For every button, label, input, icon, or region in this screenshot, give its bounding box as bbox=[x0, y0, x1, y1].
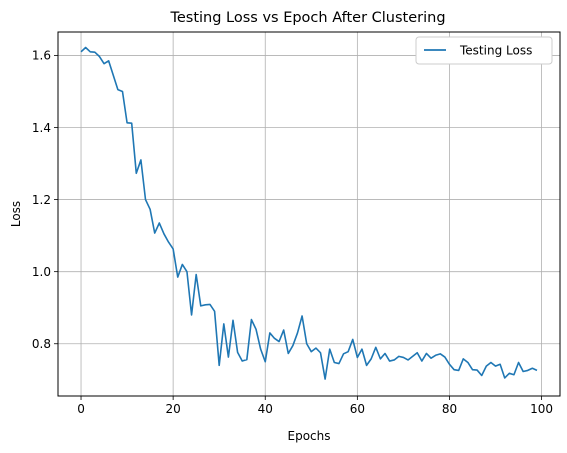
grid-lines bbox=[58, 32, 560, 396]
series-line-testing-loss bbox=[80, 46, 538, 380]
legend-label: Testing Loss bbox=[459, 44, 532, 58]
y-axis-label: Loss bbox=[9, 201, 23, 227]
y-tick-label: 1.2 bbox=[32, 193, 51, 207]
x-tick-label: 20 bbox=[165, 402, 180, 416]
legend-box bbox=[415, 36, 553, 65]
x-tick-label: 100 bbox=[530, 402, 553, 416]
x-tick-label: 80 bbox=[442, 402, 457, 416]
x-axis-label: Epochs bbox=[288, 429, 331, 443]
x-tick-label: 40 bbox=[258, 402, 273, 416]
y-tick-label: 1.4 bbox=[32, 121, 51, 135]
y-axis-ticks: 0.8 1.0 1.2 1.4 1.6 bbox=[32, 49, 58, 351]
y-tick-label: 0.8 bbox=[32, 337, 51, 351]
y-tick-label: 1.6 bbox=[32, 49, 51, 63]
x-tick-label: 60 bbox=[350, 402, 365, 416]
x-tick-label: 0 bbox=[77, 402, 85, 416]
x-axis-ticks: 0 20 40 60 80 100 bbox=[77, 396, 553, 416]
series-layer bbox=[80, 46, 538, 380]
plot-frame bbox=[57, 31, 561, 397]
chart-title: Testing Loss vs Epoch After Clustering bbox=[169, 10, 445, 26]
legend: Testing Loss bbox=[415, 36, 553, 65]
y-tick-label: 1.0 bbox=[32, 265, 51, 279]
